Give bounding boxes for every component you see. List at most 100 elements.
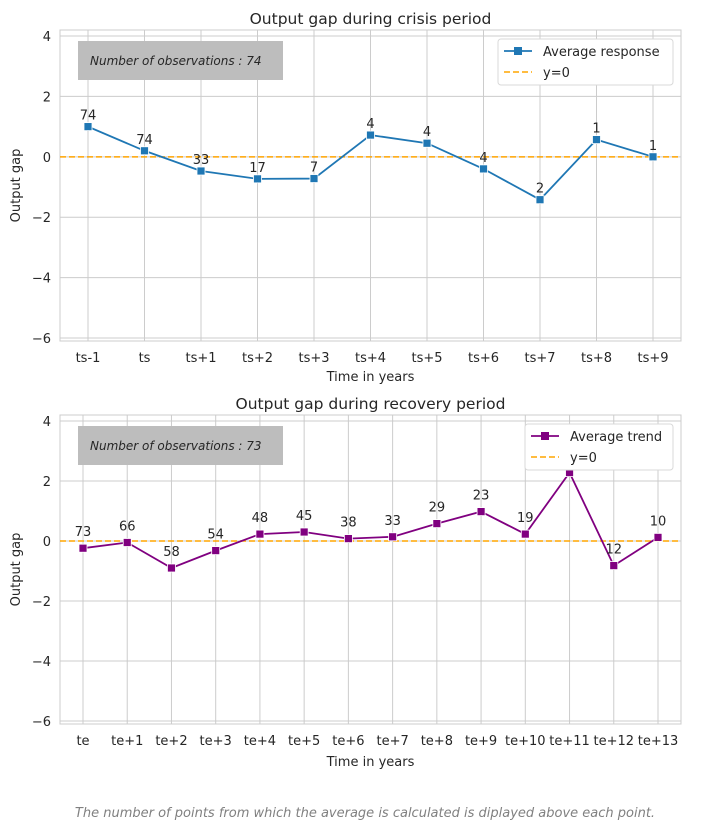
data-point [592, 135, 601, 145]
series-line [82, 470, 659, 569]
point-count-label: 73 [75, 525, 92, 540]
data-point [140, 146, 149, 156]
y-axis-label: Output gap [9, 149, 24, 223]
x-tick-label: te+2 [155, 734, 187, 749]
x-tick-label: te+9 [465, 734, 497, 749]
y-tick-label: −4 [32, 272, 51, 287]
x-tick-label: ts+5 [411, 351, 442, 366]
point-count-label: 1 [649, 139, 657, 154]
data-point [78, 543, 88, 553]
x-tick-label: ts+2 [242, 351, 273, 366]
x-tick-label: te+3 [200, 734, 232, 749]
x-axis-label: Time in years [326, 755, 415, 770]
x-tick-label: te+11 [549, 734, 590, 749]
y-tick-label: 2 [43, 475, 51, 490]
point-count-label: 33 [193, 153, 210, 168]
plot-frame [59, 414, 682, 725]
data-point [122, 538, 132, 547]
plot-frame [59, 29, 682, 342]
chart-panel-1: 4 2 0 −2 −4 −6 ts-1 ts ts+1 ts+2 ts+3 ts+4 ts+5 ts+6 t… [9, 10, 682, 385]
data-point [299, 527, 309, 537]
data-point [83, 122, 93, 132]
point-count-label: 38 [340, 516, 357, 531]
y-axis-label: Output gap [9, 533, 24, 607]
x-tick-label: ts+7 [524, 351, 555, 366]
x-axis-label: Time in years [326, 370, 415, 385]
x-tick-label: te+12 [594, 734, 635, 749]
x-tick-label: te+1 [111, 734, 143, 749]
legend-series-marker [541, 432, 549, 440]
data-point [476, 507, 486, 517]
point-count-label: 10 [650, 514, 667, 529]
point-count-label: 48 [252, 511, 269, 526]
x-tick-label: ts+6 [468, 351, 499, 366]
data-point [255, 529, 265, 539]
legend-series-label: Average response [543, 45, 660, 60]
point-count-label: 45 [296, 509, 313, 524]
x-tick-label: te+4 [244, 734, 276, 749]
data-point [211, 546, 221, 555]
y-tick-label: −4 [32, 655, 51, 670]
point-count-label: 7 [310, 161, 318, 176]
y-tick-label: 4 [43, 30, 51, 45]
x-tick-label: ts+3 [298, 351, 329, 366]
y-tick-label: −2 [32, 595, 51, 610]
data-point [422, 138, 432, 148]
point-count-label: 4 [423, 125, 431, 140]
data-point [609, 561, 619, 570]
data-point [253, 174, 262, 184]
point-count-label: 23 [473, 489, 490, 504]
y-tick-label: −6 [32, 715, 51, 730]
x-tick-label: te [76, 734, 89, 749]
y-tick-label: −2 [32, 211, 51, 226]
point-count-label: 74 [136, 133, 153, 148]
y-tick-label: 2 [43, 90, 51, 105]
chart-title: Output gap during crisis period [250, 10, 492, 28]
point-count-label: 29 [429, 501, 446, 516]
data-point [309, 174, 319, 183]
x-tick-label: ts+9 [637, 351, 668, 366]
data-point [196, 166, 206, 176]
data-point [167, 563, 176, 573]
x-tick-label: ts+8 [581, 351, 612, 366]
point-count-label: 58 [163, 545, 180, 560]
legend-box [497, 38, 674, 86]
point-count-label: 2 [536, 182, 544, 197]
x-tick-label: te+7 [376, 734, 408, 749]
y-tick-label: 0 [43, 151, 51, 166]
point-count-label: 4 [366, 117, 374, 132]
data-point [648, 152, 658, 162]
x-tick-label: te+8 [421, 734, 453, 749]
x-tick-label: te+5 [288, 734, 320, 749]
observations-text: Number of observations : 74 [90, 54, 262, 68]
data-point [366, 130, 375, 140]
point-count-label: 54 [207, 528, 224, 543]
observations-box [78, 41, 283, 80]
point-count-label: 66 [119, 520, 136, 535]
legend-reference-label: y=0 [570, 451, 597, 466]
data-point [520, 529, 530, 539]
x-tick-label: te+10 [505, 734, 546, 749]
x-tick-label: ts-1 [76, 351, 101, 366]
legend-series-marker [514, 47, 522, 55]
legend-reference-label: y=0 [543, 66, 570, 81]
data-point [388, 532, 398, 542]
x-tick-label: te+13 [638, 734, 679, 749]
point-count-label: 4 [479, 151, 487, 166]
observations-text: Number of observations : 73 [90, 439, 262, 453]
legend-series-label: Average trend [570, 430, 662, 445]
data-point [479, 164, 488, 174]
point-count-label: 17 [249, 161, 266, 176]
point-count-label: 1 [592, 122, 600, 137]
data-point [535, 195, 545, 205]
y-tick-label: −6 [32, 332, 51, 347]
chart-panel-2: 4 2 0 −2 −4 −6 te te+1 te+2 te+3 te+4 te+5 te+6 te+7 t… [9, 395, 682, 770]
y-tick-label: 4 [43, 415, 51, 430]
data-point [343, 534, 353, 543]
point-count-label: 12 [605, 543, 622, 558]
point-count-label: 33 [384, 514, 401, 529]
observations-box [78, 426, 283, 465]
x-tick-label: ts [139, 351, 151, 366]
x-tick-label: ts+1 [185, 351, 216, 366]
